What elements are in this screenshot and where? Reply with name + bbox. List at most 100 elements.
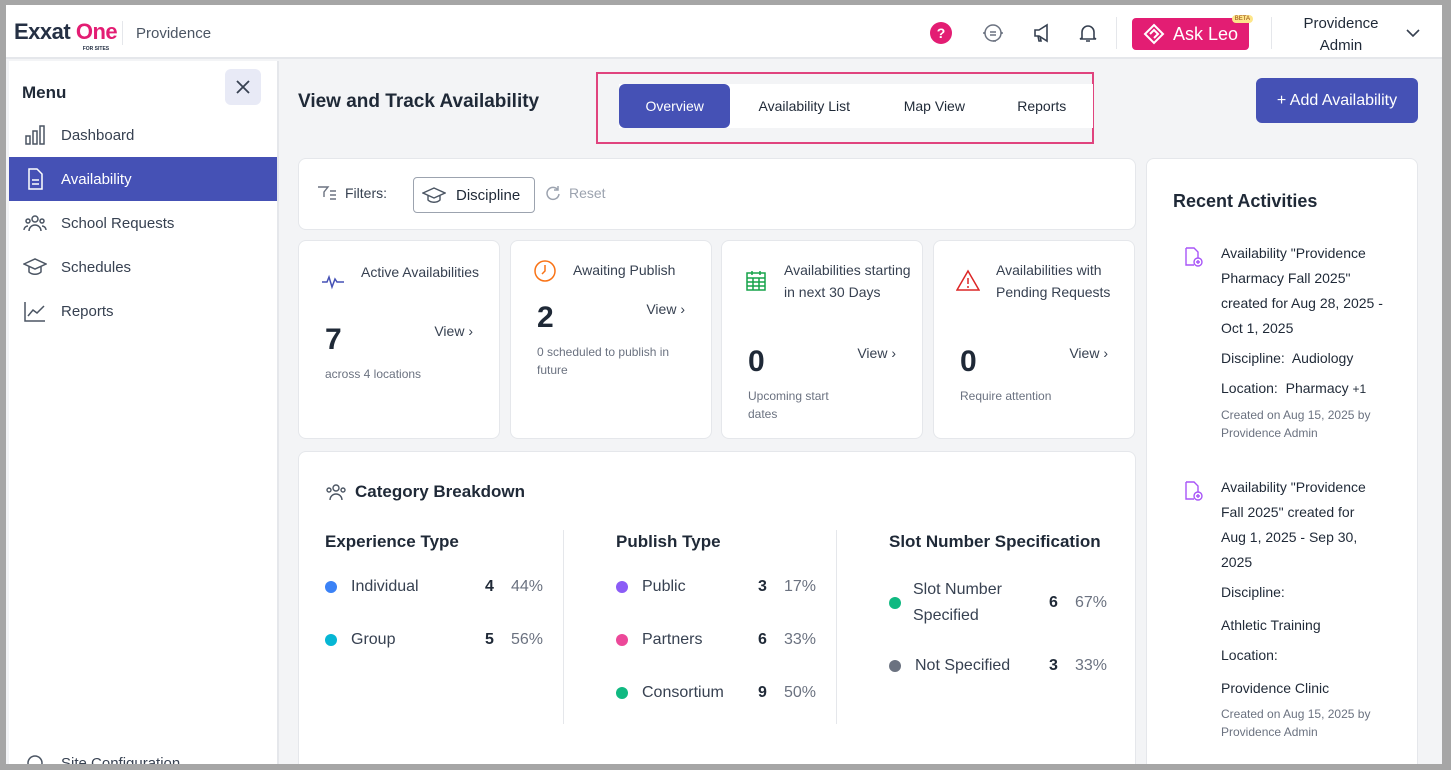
view-link[interactable]: View ›	[857, 345, 896, 361]
view-label: View	[434, 323, 465, 339]
row-count: 4	[485, 578, 494, 595]
row-count: 9	[758, 684, 767, 701]
clock-icon	[534, 260, 556, 282]
close-menu-button[interactable]	[225, 69, 261, 105]
ask-leo-button[interactable]: Ask Leo BETA	[1132, 15, 1253, 50]
location-label: Location:	[1221, 647, 1278, 663]
view-link[interactable]: View ›	[646, 301, 685, 317]
discipline-filter-button[interactable]: Discipline	[413, 177, 535, 213]
row-count: 3	[758, 578, 767, 595]
row-pct: 33%	[784, 631, 817, 648]
row-count: 3	[1049, 657, 1058, 674]
stat-value: 2	[537, 301, 554, 334]
ask-leo-label: Ask Leo	[1172, 23, 1239, 44]
activity-discipline: Discipline: Audiology	[1221, 346, 1391, 371]
divider	[563, 530, 564, 724]
legend-dot	[616, 581, 628, 593]
logo[interactable]: Exxat One FOR SITES	[14, 19, 118, 52]
activity-item[interactable]: Availability "Providence Fall 2025" crea…	[1221, 475, 1381, 741]
users-icon	[326, 484, 346, 501]
location-value: Providence Clinic	[1221, 680, 1330, 696]
discipline-value: Athletic Training	[1221, 617, 1321, 633]
more-locations[interactable]: +1	[1352, 382, 1367, 396]
gear-icon	[27, 755, 43, 764]
category-row: Slot Number Specified 6 67%	[889, 576, 1119, 630]
stat-label: Availabilities starting in next 30 Days	[784, 262, 911, 300]
divider	[1116, 17, 1117, 49]
activity-item[interactable]: Availability "Providence Pharmacy Fall 2…	[1221, 241, 1391, 442]
row-pct: 33%	[1075, 657, 1108, 674]
experience-type-column: Experience Type Individual 4 44% Group 5 56%	[325, 532, 543, 648]
sidebar-item-label: Site Configuration	[61, 754, 181, 765]
logo-subtitle: FOR SITES	[82, 46, 110, 52]
reset-button[interactable]: Reset	[545, 185, 606, 201]
row-pct: 44%	[511, 578, 544, 595]
sidebar-item-dashboard[interactable]: Dashboard	[9, 113, 277, 157]
user-menu[interactable]: Providence Admin	[1303, 15, 1379, 54]
category-row: Not Specified 3 33%	[889, 657, 1119, 675]
row-pct: 17%	[784, 578, 817, 595]
sidebar-item-availability[interactable]: Availability	[9, 157, 277, 201]
app-window: Exxat One FOR SITES Providence ? Ask Leo B…	[6, 5, 1442, 764]
sidebar-item-label: Availability	[61, 170, 132, 188]
activity-meta: Created on Aug 15, 2025 by Providence Ad…	[1221, 707, 1371, 739]
megaphone-icon[interactable]	[1031, 21, 1055, 45]
view-link[interactable]: View ›	[434, 323, 473, 339]
category-row: Individual 4 44%	[325, 578, 545, 596]
top-header: Exxat One FOR SITES Providence ? Ask Leo B…	[6, 5, 1442, 59]
category-row: Consortium 9 50%	[616, 684, 836, 702]
view-link[interactable]: View ›	[1069, 345, 1108, 361]
activity-icon	[322, 274, 344, 290]
recent-title: Recent Activities	[1173, 191, 1318, 211]
sidebar-item-label: Schedules	[61, 258, 132, 276]
users-icon	[23, 215, 47, 232]
sidebar-item-school-requests[interactable]: School Requests	[9, 201, 277, 245]
column-title: Publish Type	[616, 532, 721, 551]
sidebar-item-reports[interactable]: Reports	[9, 289, 277, 333]
row-pct: 56%	[511, 631, 544, 648]
sidebar: Menu Dashboard Availability School Reque…	[9, 61, 279, 764]
stat-sub: 0 scheduled to publish in future	[537, 345, 670, 377]
column-title: Slot Number Specification	[889, 532, 1101, 551]
tabs-highlight: Overview Availability List Map View Repo…	[596, 72, 1094, 144]
stat-label: Availabilities with Pending Requests	[996, 262, 1111, 300]
trend-chart-icon	[24, 302, 45, 322]
sidebar-item-site-configuration[interactable]: Site Configuration	[9, 741, 277, 764]
chevron-down-icon[interactable]	[1406, 25, 1420, 43]
view-label: View	[857, 345, 888, 361]
stat-label: Awaiting Publish	[573, 262, 676, 278]
help-icon[interactable]: ?	[929, 21, 953, 45]
legend-dot	[616, 687, 628, 699]
recent-activities-panel: Recent Activities Availability "Providen…	[1146, 158, 1418, 764]
tab-availability-list[interactable]: Availability List	[758, 98, 851, 114]
divider	[122, 21, 123, 45]
filters-bar: Filters: Discipline Reset	[298, 158, 1136, 230]
filter-icon	[318, 186, 336, 200]
row-label: Slot Number Specified	[913, 581, 1002, 624]
bell-icon[interactable]	[1076, 21, 1100, 45]
tab-bar: Overview Availability List Map View Repo…	[619, 84, 1093, 128]
discipline-value: Audiology	[1291, 350, 1354, 366]
row-count: 6	[758, 631, 767, 648]
add-availability-button[interactable]: + Add Availability	[1256, 78, 1418, 123]
svg-text:?: ?	[937, 25, 946, 41]
tab-map-view[interactable]: Map View	[903, 98, 965, 114]
support-headset-icon[interactable]	[981, 21, 1005, 45]
view-label: View	[646, 301, 677, 317]
location-value: Pharmacy	[1285, 380, 1349, 396]
tab-reports[interactable]: Reports	[1017, 98, 1067, 114]
category-breakdown-card: Category Breakdown Experience Type Indiv…	[298, 451, 1136, 764]
sidebar-item-schedules[interactable]: Schedules	[9, 245, 277, 289]
view-label: View	[1069, 345, 1100, 361]
category-row: Group 5 56%	[325, 631, 545, 649]
slot-number-column: Slot Number Specification Slot Number Sp…	[889, 532, 1107, 674]
row-pct: 67%	[1075, 594, 1108, 611]
filters-label: Filters:	[317, 185, 387, 201]
activity-location: Location: Pharmacy +1	[1221, 376, 1391, 402]
legend-dot	[325, 634, 337, 646]
publish-type-column: Publish Type Public 3 17% Partners 6 33% Con…	[616, 532, 816, 701]
divider	[1271, 17, 1272, 49]
discipline-label: Discipline:	[1221, 584, 1285, 600]
page-title: View and Track Availability	[298, 91, 540, 112]
tab-overview[interactable]: Overview	[619, 84, 731, 128]
